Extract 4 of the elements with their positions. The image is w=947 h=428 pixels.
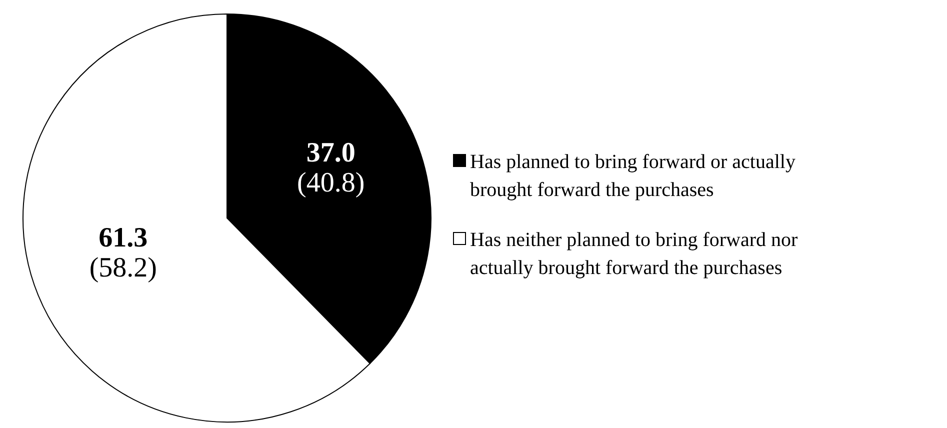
legend-label: Has planned to bring forward or actually brought forward the purchases — [470, 150, 796, 203]
data-label: 37.0 (40.8) — [297, 138, 365, 199]
data-label: 61.3 (58.2) — [89, 222, 157, 284]
legend-label: Has neither planned to bring forward nor actually brought forward the purchases — [470, 228, 799, 281]
